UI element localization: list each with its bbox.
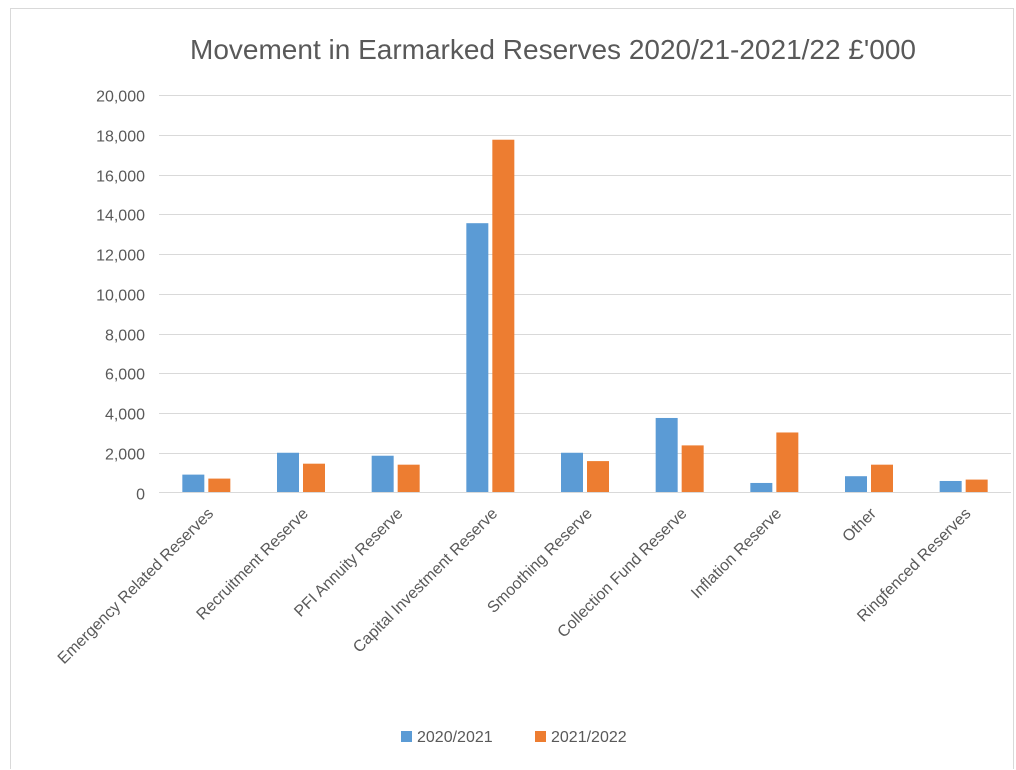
y-tick-label: 6,000 — [105, 367, 145, 384]
y-tick-label: 10,000 — [96, 288, 145, 305]
bar — [182, 474, 205, 493]
x-category-label: Other — [840, 505, 881, 546]
y-tick-label: 4,000 — [105, 407, 145, 424]
bar — [587, 461, 609, 493]
y-tick-label: 20,000 — [96, 89, 145, 106]
bar — [776, 432, 799, 493]
y-axis-ticks: 0 2,000 4,000 6,000 8,000 10,000 12,000 14,000 1… — [96, 89, 145, 504]
legend: 2020/2021 2021/2022 — [401, 729, 627, 746]
gridlines — [159, 95, 1011, 454]
bar — [208, 478, 231, 493]
bar — [303, 463, 325, 493]
bar — [492, 139, 515, 493]
bar — [397, 464, 420, 493]
legend-swatch — [401, 731, 412, 742]
chart-title: Movement in Earmarked Reserves 2020/21-2… — [190, 34, 916, 65]
bars — [182, 139, 988, 493]
bar — [466, 223, 489, 493]
y-tick-label: 2,000 — [105, 447, 145, 464]
y-tick-label: 18,000 — [96, 129, 145, 146]
bar — [277, 452, 299, 493]
x-category-label: Inflation Reserve — [688, 505, 785, 602]
bar — [939, 480, 962, 493]
x-category-label: PFI Annuity Reserve — [291, 505, 406, 620]
bar — [965, 479, 988, 493]
chart-svg: Movement in Earmarked Reserves 2020/21-2… — [55, 34, 1011, 746]
y-tick-label: 14,000 — [96, 208, 145, 225]
bar — [845, 476, 867, 493]
bar — [655, 417, 678, 493]
x-category-label: Emergency Related Reserves — [55, 505, 217, 667]
legend-label: 2020/2021 — [417, 729, 493, 746]
y-tick-label: 16,000 — [96, 169, 145, 186]
bar — [681, 445, 704, 493]
bar — [371, 455, 394, 493]
legend-swatch — [535, 731, 546, 742]
legend-label: 2021/2022 — [551, 729, 627, 746]
chart-frame: Movement in Earmarked Reserves 2020/21-2… — [10, 8, 1014, 769]
y-tick-label: 0 — [136, 487, 145, 504]
bar — [871, 464, 893, 493]
y-tick-label: 12,000 — [96, 248, 145, 265]
x-category-label: Smoothing Reserve — [484, 505, 595, 616]
y-tick-label: 8,000 — [105, 328, 145, 345]
bar — [561, 452, 583, 493]
bar — [750, 482, 773, 493]
